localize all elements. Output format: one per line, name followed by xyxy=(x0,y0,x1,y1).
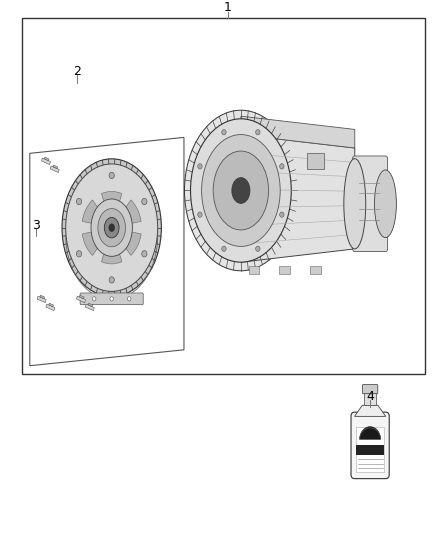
Ellipse shape xyxy=(201,134,280,246)
Circle shape xyxy=(222,246,226,252)
FancyBboxPatch shape xyxy=(80,293,143,305)
Ellipse shape xyxy=(109,224,114,231)
Circle shape xyxy=(142,251,147,257)
Polygon shape xyxy=(37,296,46,303)
Circle shape xyxy=(76,198,81,205)
Bar xyxy=(357,426,384,472)
Circle shape xyxy=(256,130,260,135)
Polygon shape xyxy=(46,304,55,311)
Ellipse shape xyxy=(104,217,119,238)
Bar xyxy=(249,266,259,274)
Bar xyxy=(22,18,425,374)
Circle shape xyxy=(109,277,114,283)
Polygon shape xyxy=(44,157,49,161)
Ellipse shape xyxy=(66,164,158,292)
Polygon shape xyxy=(79,295,84,299)
Ellipse shape xyxy=(191,119,291,262)
Wedge shape xyxy=(112,200,141,228)
Bar xyxy=(307,154,324,169)
Circle shape xyxy=(109,172,114,179)
Wedge shape xyxy=(102,228,122,264)
Circle shape xyxy=(222,130,226,135)
Circle shape xyxy=(110,297,113,301)
Ellipse shape xyxy=(62,159,161,296)
Polygon shape xyxy=(85,304,94,311)
Ellipse shape xyxy=(184,110,297,271)
Text: 1: 1 xyxy=(224,1,232,14)
Polygon shape xyxy=(30,138,184,366)
Circle shape xyxy=(256,246,260,252)
Wedge shape xyxy=(82,200,112,228)
Ellipse shape xyxy=(213,151,268,230)
Bar xyxy=(310,266,321,274)
Wedge shape xyxy=(102,191,122,228)
Polygon shape xyxy=(241,116,355,148)
Bar xyxy=(357,445,384,455)
Polygon shape xyxy=(77,296,85,303)
Circle shape xyxy=(142,198,147,205)
Polygon shape xyxy=(40,295,45,299)
Circle shape xyxy=(92,297,96,301)
Polygon shape xyxy=(53,165,58,168)
Bar xyxy=(279,266,290,274)
Circle shape xyxy=(198,212,202,217)
FancyBboxPatch shape xyxy=(353,156,388,252)
Wedge shape xyxy=(82,228,112,255)
Ellipse shape xyxy=(98,208,125,247)
Ellipse shape xyxy=(232,177,250,204)
Ellipse shape xyxy=(344,159,366,249)
FancyBboxPatch shape xyxy=(351,412,389,479)
Polygon shape xyxy=(50,166,59,173)
Ellipse shape xyxy=(374,170,396,238)
Circle shape xyxy=(279,212,284,217)
Polygon shape xyxy=(88,303,93,306)
Wedge shape xyxy=(112,228,141,255)
Polygon shape xyxy=(42,158,50,165)
Circle shape xyxy=(198,164,202,169)
Text: 2: 2 xyxy=(73,65,81,78)
Polygon shape xyxy=(354,405,386,416)
Circle shape xyxy=(76,251,81,257)
Polygon shape xyxy=(241,135,355,262)
FancyBboxPatch shape xyxy=(362,384,378,394)
Circle shape xyxy=(127,297,131,301)
Circle shape xyxy=(279,164,284,169)
Text: 3: 3 xyxy=(32,219,40,232)
Ellipse shape xyxy=(91,199,132,256)
Bar xyxy=(364,393,376,405)
Polygon shape xyxy=(49,303,53,306)
Text: 4: 4 xyxy=(366,390,374,403)
Wedge shape xyxy=(360,426,381,439)
